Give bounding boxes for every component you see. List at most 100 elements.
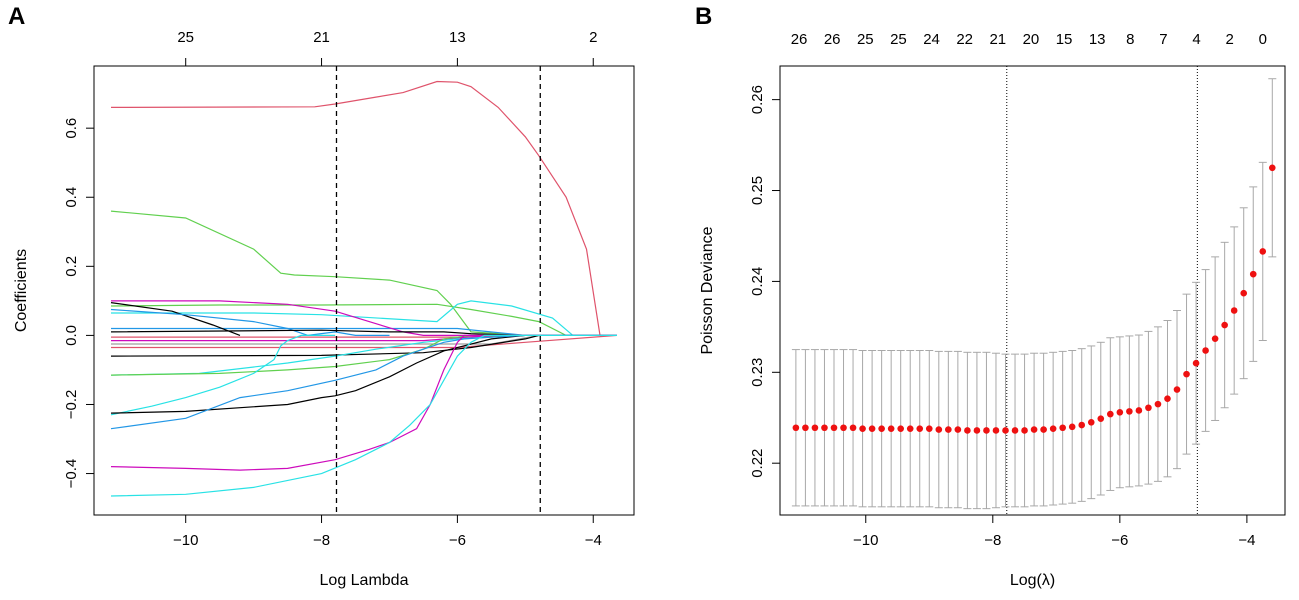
deviance-point: [802, 424, 809, 432]
y-tick-label: −0.2: [63, 390, 80, 420]
coefficient-path-s6: [111, 300, 617, 336]
deviance-point: [1049, 425, 1057, 432]
coefficient-path-s18: [110, 334, 617, 414]
deviance-point: [1059, 424, 1066, 432]
deviance-point: [811, 424, 819, 432]
deviance-point: [1259, 248, 1267, 255]
y-tick-label: 0.24: [749, 267, 766, 296]
deviance-point: [1126, 408, 1133, 415]
top-axis-label: 4: [1192, 31, 1200, 48]
x-tick-label: −8: [313, 532, 330, 549]
coefficient-path-s17: [110, 334, 336, 416]
deviance-point: [1107, 410, 1114, 418]
top-axis-label: 26: [791, 31, 808, 48]
deviance-point: [1192, 359, 1200, 367]
deviance-point: [906, 425, 914, 432]
deviance-point: [1068, 423, 1076, 431]
deviance-point: [878, 425, 885, 432]
x-tick-label: −4: [1238, 532, 1255, 549]
top-axis-label: 22: [956, 31, 973, 48]
top-axis-label: 2: [1225, 31, 1233, 48]
top-axis-label: 25: [177, 29, 194, 46]
deviance-point: [1183, 370, 1190, 378]
x-tick-label: −10: [853, 532, 878, 549]
deviance-point: [792, 424, 800, 432]
y-tick-label: 0.2: [63, 256, 80, 277]
deviance-point: [859, 425, 866, 432]
x-tick-label: −10: [173, 532, 198, 549]
deviance-point: [821, 424, 828, 432]
deviance-point: [925, 425, 933, 432]
deviance-point: [1211, 335, 1219, 342]
x-tick-label: −8: [984, 532, 1001, 549]
top-axis-label: 21: [989, 31, 1006, 48]
deviance-point: [1002, 427, 1009, 434]
y-tick-label: 0.22: [749, 449, 766, 478]
deviance-point: [1021, 427, 1028, 434]
y-tick-label: −0.4: [63, 459, 80, 489]
deviance-point: [916, 425, 924, 432]
y-tick-label: 0.26: [749, 85, 766, 114]
deviance-point: [1164, 395, 1171, 402]
top-axis-label: 7: [1159, 31, 1167, 48]
coefficient-path-s8: [110, 308, 390, 337]
deviance-point: [1154, 400, 1162, 408]
deviance-point: [1145, 404, 1152, 412]
coefficient-path-chart: −10 −8 −6 −4 −0.4 −0.2 0.0 0.2 0.4 0.6 25 21 13 2 Log …: [13, 29, 635, 589]
deviance-point: [830, 424, 838, 432]
deviance-point: [973, 427, 981, 434]
y-tick-label: 0.23: [749, 358, 766, 387]
coefficient-path-s19: [110, 334, 617, 430]
deviance-point: [964, 427, 971, 434]
coefficient-path-s2: [110, 210, 617, 336]
deviance-point: [849, 424, 857, 432]
coefficient-path-s7: [110, 302, 241, 336]
x-axis-title: Log(λ): [1010, 572, 1055, 589]
coefficient-path-s4: [111, 300, 617, 336]
top-axis-label: 25: [857, 31, 874, 48]
coefficient-path-s1: [110, 80, 617, 336]
y-tick-label: 0.4: [63, 187, 80, 208]
deviance-point: [868, 425, 876, 432]
deviance-point: [840, 424, 847, 432]
coefficient-path-s9: [110, 329, 617, 336]
deviance-point: [945, 426, 952, 433]
x-tick-label: −6: [1111, 532, 1128, 549]
panel-b-label: B: [695, 3, 712, 30]
deviance-point: [1097, 415, 1105, 422]
deviance-point: [1202, 347, 1209, 354]
coefficient-path-s14: [110, 334, 617, 357]
top-axis-label: 13: [1089, 31, 1106, 48]
top-axis-label: 0: [1259, 31, 1267, 48]
deviance-point: [1011, 427, 1019, 434]
coefficient-path-s5: [111, 327, 617, 336]
y-tick-label: 0.0: [63, 325, 80, 346]
coefficient-path-s20: [110, 334, 617, 471]
coefficient-path-s21: [110, 334, 617, 497]
deviance-point: [1221, 321, 1228, 329]
deviance-point: [1268, 164, 1276, 172]
deviance-point: [1230, 307, 1238, 314]
top-axis-label: 15: [1056, 31, 1073, 48]
x-tick-label: −4: [585, 532, 602, 549]
deviance-point: [897, 425, 904, 432]
deviance-point: [1240, 289, 1248, 297]
y-tick-label: 0.25: [749, 176, 766, 205]
x-axis-title: Log Lambda: [320, 572, 409, 589]
deviance-point: [1135, 407, 1143, 414]
top-axis-label: 13: [449, 29, 466, 46]
top-axis-label: 20: [1023, 31, 1040, 48]
deviance-point: [954, 426, 962, 433]
deviance-point: [1040, 426, 1047, 433]
top-axis-label: 8: [1126, 31, 1134, 48]
coefficient-path-s3: [110, 303, 617, 336]
y-axis-title: Coefficients: [13, 249, 30, 332]
top-axis-label: 21: [313, 29, 330, 46]
deviance-point: [1249, 270, 1257, 278]
deviance-point: [1173, 386, 1181, 393]
plot-frame: [93, 65, 635, 516]
top-axis-label: 26: [824, 31, 841, 48]
panel-a-label: A: [8, 3, 25, 30]
